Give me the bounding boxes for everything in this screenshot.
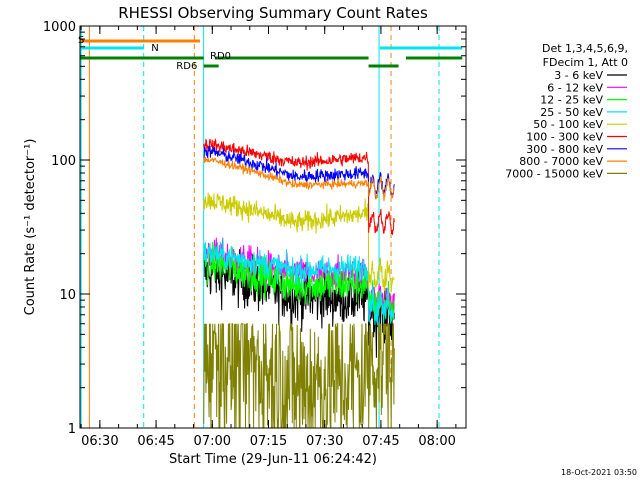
- flag-label-rd0: RD0: [210, 51, 231, 62]
- series-line-7: [203, 157, 395, 202]
- legend-label-1: 6 - 12 keV: [547, 81, 603, 94]
- y-axis-label: Count Rate (s⁻¹ detector⁻¹): [23, 139, 38, 316]
- legend-header-0: Det 1,3,4,5,6,9,: [542, 42, 628, 55]
- series-line-5: [203, 137, 395, 235]
- x-tick-label-1: 06:45: [137, 434, 174, 449]
- legend-label-3: 25 - 50 keV: [540, 106, 603, 119]
- vertical-markers: [80, 26, 440, 428]
- legend-label-0: 3 - 6 keV: [554, 69, 603, 82]
- series-lines: [203, 137, 395, 428]
- legend-label-7: 800 - 7000 keV: [519, 155, 603, 168]
- x-tick-label-3: 07:15: [250, 434, 287, 449]
- chart-title: RHESSI Observing Summary Count Rates: [118, 4, 428, 22]
- plot-frame: [79, 25, 467, 429]
- legend-label-6: 300 - 800 keV: [526, 143, 603, 156]
- x-tick-label-6: 08:00: [418, 434, 455, 449]
- series-line-2: [203, 241, 395, 323]
- legend-header-1: FDecim 1, Att 0: [543, 56, 628, 69]
- flag-bars: [80, 39, 463, 68]
- legend-label-2: 12 - 25 keV: [540, 94, 603, 107]
- series-line-8: [203, 323, 395, 428]
- x-tick-label-2: 07:00: [194, 434, 231, 449]
- flag-label-rd6: RD6: [176, 61, 197, 72]
- generation-timestamp: 18-Oct-2021 03:50: [561, 468, 637, 477]
- x-axis-label: Start Time (29-Jun-11 06:24:42): [169, 452, 377, 467]
- flag-label-n: N: [151, 43, 158, 54]
- legend-label-5: 100 - 300 keV: [526, 131, 603, 144]
- x-tick-label-0: 06:30: [81, 434, 118, 449]
- legend-label-8: 7000 - 15000 keV: [505, 167, 603, 180]
- series-line-4: [203, 192, 395, 293]
- y-tick-label-3: 1000: [43, 20, 76, 35]
- y-tick-label-1: 10: [59, 288, 76, 303]
- x-tick-label-4: 07:30: [306, 434, 343, 449]
- y-tick-label-2: 100: [51, 154, 76, 169]
- legend-label-4: 50 - 100 keV: [533, 118, 603, 131]
- y-tick-label-0: 1: [68, 422, 76, 437]
- flag-label-s: S: [78, 35, 84, 46]
- series-line-6: [203, 145, 395, 199]
- x-tick-label-5: 07:45: [362, 434, 399, 449]
- series-line-3: [203, 238, 395, 326]
